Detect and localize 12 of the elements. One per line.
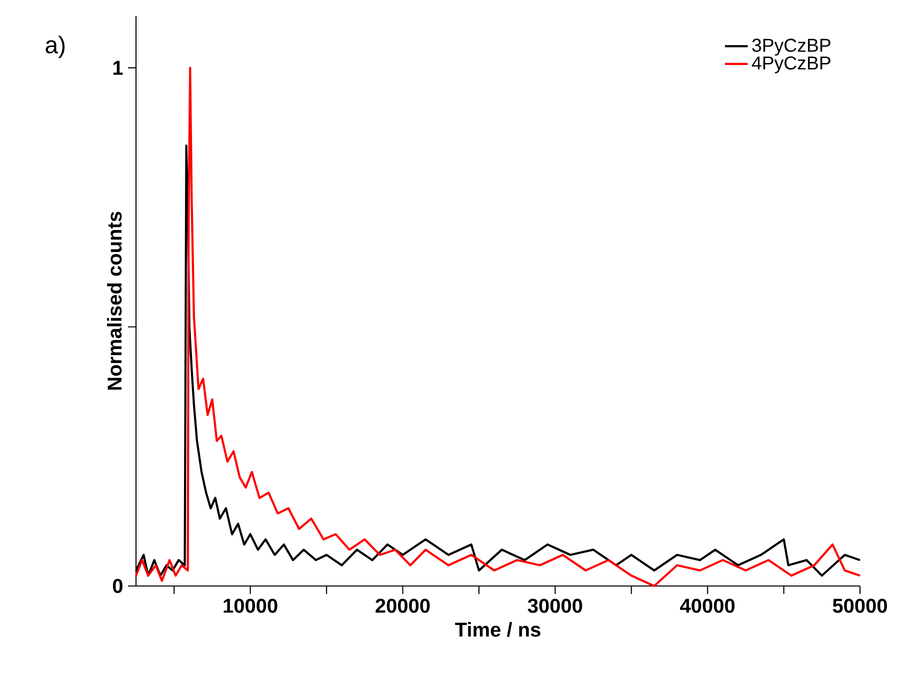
legend-label: 3PyCzBP bbox=[752, 38, 830, 56]
legend-label: 4PyCzBP bbox=[752, 56, 830, 74]
x-tick-label: 40000 bbox=[680, 598, 735, 613]
x-tick-label: 50000 bbox=[832, 598, 887, 613]
text: a) bbox=[46, 36, 65, 58]
x-axis-title: Time / ns bbox=[455, 622, 540, 637]
y-tick-label: 0 bbox=[112, 578, 122, 594]
x-tick-label: 10000 bbox=[224, 598, 278, 613]
x-tick-label: 20000 bbox=[376, 598, 430, 613]
y-axis-title: Normalised counts bbox=[107, 212, 122, 390]
y-tick-label: 1 bbox=[113, 60, 123, 75]
x-tick-label: 30000 bbox=[528, 598, 582, 613]
